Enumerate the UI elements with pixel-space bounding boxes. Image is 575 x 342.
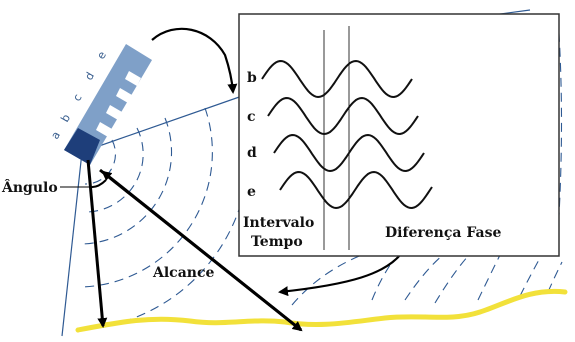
- wavefront-7: [404, 253, 445, 301]
- wave-c: [267, 96, 419, 136]
- wavefront-11: [547, 261, 563, 293]
- wavefront-13: [371, 261, 393, 301]
- time-interval-label-line1: Intervalo: [243, 215, 314, 231]
- wavefront-8: [434, 253, 471, 304]
- wavefront-2: [83, 127, 144, 213]
- curved-arrow-to-panel: [151, 27, 238, 94]
- phase-difference-label: Diferença Fase: [385, 225, 501, 241]
- antenna-element-label-d: d: [82, 70, 97, 83]
- antenna-element-label-a: a: [48, 129, 63, 141]
- antenna-element-label-e: e: [94, 49, 109, 62]
- wave-e: [279, 170, 433, 210]
- seafloor-line-icon: [75, 288, 568, 333]
- antenna-element-label-b: b: [58, 112, 73, 125]
- wave-label-b: b: [247, 70, 257, 86]
- wavefront-4: [79, 107, 213, 288]
- antenna-element-2: [116, 88, 132, 103]
- time-interval-label-line2: Tempo: [251, 234, 303, 250]
- fan-edge-right: [81, 94, 246, 153]
- wavefront-9: [477, 254, 501, 301]
- antenna-element-4: [96, 122, 112, 137]
- wave-label-d: d: [247, 145, 257, 161]
- fan-edge-left: [61, 151, 83, 337]
- range-arrow-tail: [101, 170, 302, 332]
- wave-label-c: c: [247, 109, 256, 125]
- range-label: Alcance: [152, 265, 214, 281]
- antenna-element-label-c: c: [70, 92, 84, 104]
- angle-label: Ângulo: [1, 178, 58, 196]
- antenna-base: [64, 128, 100, 165]
- phase-panel: b c d e Intervalo Tempo Diferença Fase: [238, 13, 560, 257]
- wavefront-3: [81, 117, 173, 245]
- antenna-element-1: [125, 71, 141, 86]
- wave-d: [273, 133, 425, 173]
- wavefront-10: [519, 257, 541, 297]
- multibeam-transducer-icon: a b c d e: [48, 44, 152, 165]
- angle-arc: [89, 179, 107, 189]
- wave-label-e: e: [247, 184, 256, 200]
- wavefront-1: [84, 139, 116, 185]
- wave-b: [261, 59, 413, 99]
- antenna-element-3: [106, 105, 122, 120]
